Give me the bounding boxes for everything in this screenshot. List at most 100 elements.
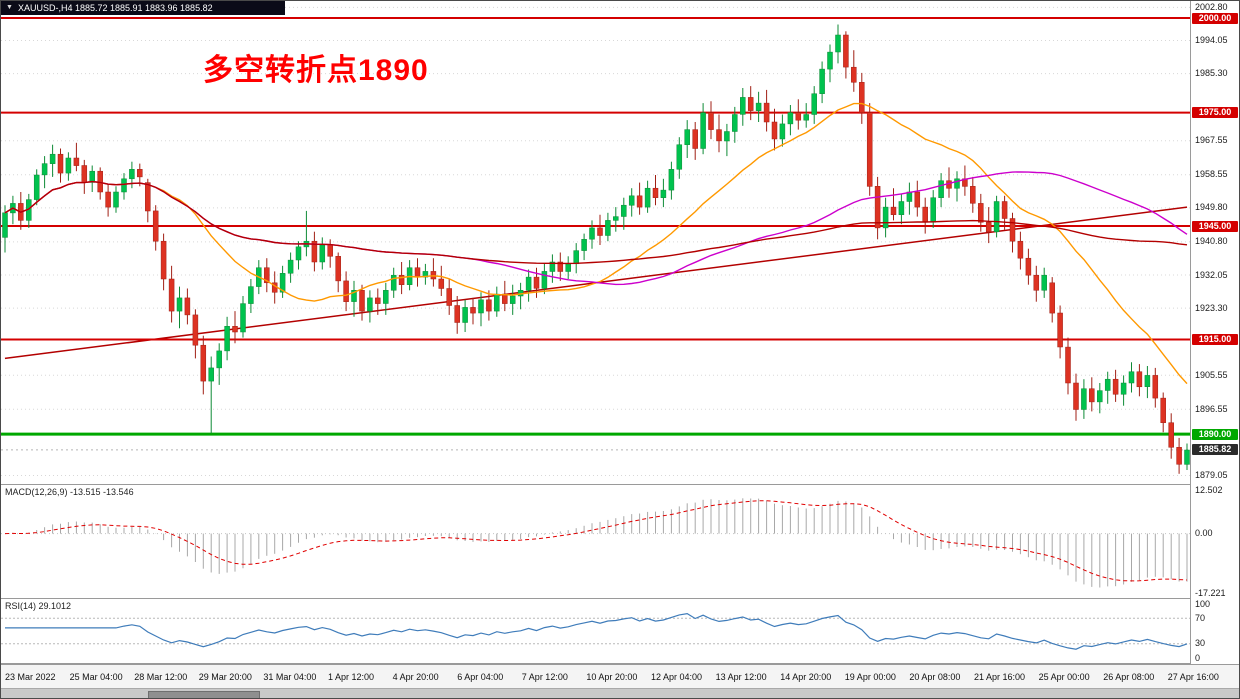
candle-body — [41, 163, 48, 176]
candle-body — [549, 261, 556, 272]
candle-body — [795, 112, 802, 121]
candle-body — [1049, 282, 1055, 314]
candle-body — [621, 204, 627, 217]
candle-body — [462, 307, 468, 323]
candle-body — [993, 201, 1000, 233]
candle-body — [264, 267, 270, 284]
candle-body — [898, 201, 905, 215]
candle-body — [1136, 371, 1143, 388]
candle-body — [1057, 312, 1063, 348]
macd-signal-line — [4, 500, 1188, 582]
candle-body — [708, 112, 714, 130]
main-chart-panel: 多空转折点1890 — [1, 1, 1191, 484]
candle-body — [954, 178, 960, 189]
time-axis-label: 19 Apr 00:00 — [844, 672, 896, 682]
candle-body — [740, 97, 746, 115]
candle-body — [89, 170, 95, 183]
time-axis-label: 13 Apr 12:00 — [715, 672, 767, 682]
candle-body — [192, 314, 199, 346]
candle-body — [692, 129, 698, 149]
price-tick: 2002.80 — [1195, 1, 1228, 12]
candle-body — [628, 195, 635, 206]
candle-body — [541, 271, 548, 289]
candle-body — [557, 261, 564, 272]
price-axis[interactable]: 2002.80 1994.05 1985.30 1967.55 1958.55 1949.… — [1190, 1, 1239, 664]
macd-histogram — [12, 498, 1188, 588]
candle-body — [351, 290, 357, 302]
candle-body — [311, 240, 318, 263]
candles-layer — [2, 24, 1190, 474]
candle-body — [1104, 378, 1111, 391]
macd-label: MACD(12,26,9) -13.515 -13.546 — [5, 487, 134, 497]
panel-divider[interactable] — [1, 484, 1239, 485]
candle-body — [129, 169, 135, 180]
candle-body — [295, 246, 302, 261]
ma-slow-line — [4, 180, 1188, 265]
candle-body — [684, 129, 690, 145]
time-axis-label: 31 Mar 04:00 — [263, 672, 317, 682]
candle-body — [2, 212, 8, 238]
price-level-tag: 1890.00 — [1192, 428, 1238, 440]
rsi-axis: 100 70 30 0 — [1191, 599, 1239, 663]
candle-body — [509, 295, 516, 304]
candle-body — [597, 227, 603, 236]
candle-body — [478, 299, 484, 314]
macd-canvas[interactable] — [1, 485, 1191, 598]
candle-body — [1081, 388, 1087, 410]
candle-body — [716, 129, 722, 142]
candle-body — [279, 273, 286, 293]
candle-body — [176, 297, 183, 312]
price-tick: 1932.05 — [1195, 269, 1228, 280]
candle-body — [660, 189, 667, 198]
candle-body — [494, 293, 500, 312]
time-axis-label: 10 Apr 20:00 — [586, 672, 638, 682]
panel-divider[interactable] — [1, 598, 1239, 599]
candle-body — [1168, 422, 1174, 448]
time-axis-label: 21 Apr 16:00 — [974, 672, 1026, 682]
macd-tick: 12.502 — [1195, 485, 1223, 495]
candle-body — [787, 112, 794, 125]
candle-body — [438, 278, 445, 289]
candle-body — [1017, 240, 1024, 259]
price-tick: 1896.55 — [1195, 403, 1228, 414]
candle-body — [398, 274, 405, 285]
candle-body — [1001, 201, 1008, 219]
candle-body — [636, 195, 643, 208]
candle-body — [168, 278, 175, 312]
time-axis-label: 14 Apr 20:00 — [780, 672, 832, 682]
candle-body — [978, 203, 984, 223]
candle-body — [343, 280, 349, 302]
price-tick: 1940.80 — [1195, 236, 1228, 247]
candle-body — [375, 297, 381, 304]
candle-body — [470, 307, 476, 314]
rsi-line — [5, 612, 1188, 650]
rsi-label: RSI(14) 29.1012 — [5, 601, 72, 611]
candle-body — [486, 299, 492, 312]
candle-body — [216, 350, 222, 369]
scrollbar-thumb[interactable] — [148, 691, 260, 698]
candle-body — [922, 206, 928, 223]
candle-body — [1009, 218, 1016, 242]
candle-body — [319, 244, 326, 263]
rsi-tick: 100 — [1195, 599, 1211, 609]
candle-body — [137, 169, 143, 178]
rsi-canvas[interactable] — [1, 599, 1191, 663]
candle-body — [81, 165, 88, 183]
candle-body — [771, 121, 778, 140]
candle-body — [184, 297, 191, 316]
time-axis-label: 25 Apr 00:00 — [1038, 672, 1090, 682]
time-axis-label: 26 Apr 08:00 — [1103, 672, 1155, 682]
candle-body — [367, 297, 373, 312]
time-axis[interactable]: 23 Mar 2022 25 Mar 04:00 28 Mar 12:00 29 Ma… — [1, 664, 1239, 688]
chart-menu-icon[interactable]: ▼ — [6, 4, 13, 11]
candle-body — [843, 34, 849, 68]
macd-panel: MACD(12,26,9) -13.515 -13.546 — [1, 485, 1191, 598]
rsi-tick: 70 — [1195, 612, 1206, 623]
price-chart-canvas[interactable] — [1, 1, 1191, 484]
candle-body — [105, 191, 111, 208]
candle-body — [859, 82, 865, 113]
time-axis-label: 7 Apr 12:00 — [521, 672, 568, 682]
candle-body — [113, 191, 119, 208]
candle-body — [1112, 378, 1119, 395]
candle-body — [819, 68, 825, 94]
